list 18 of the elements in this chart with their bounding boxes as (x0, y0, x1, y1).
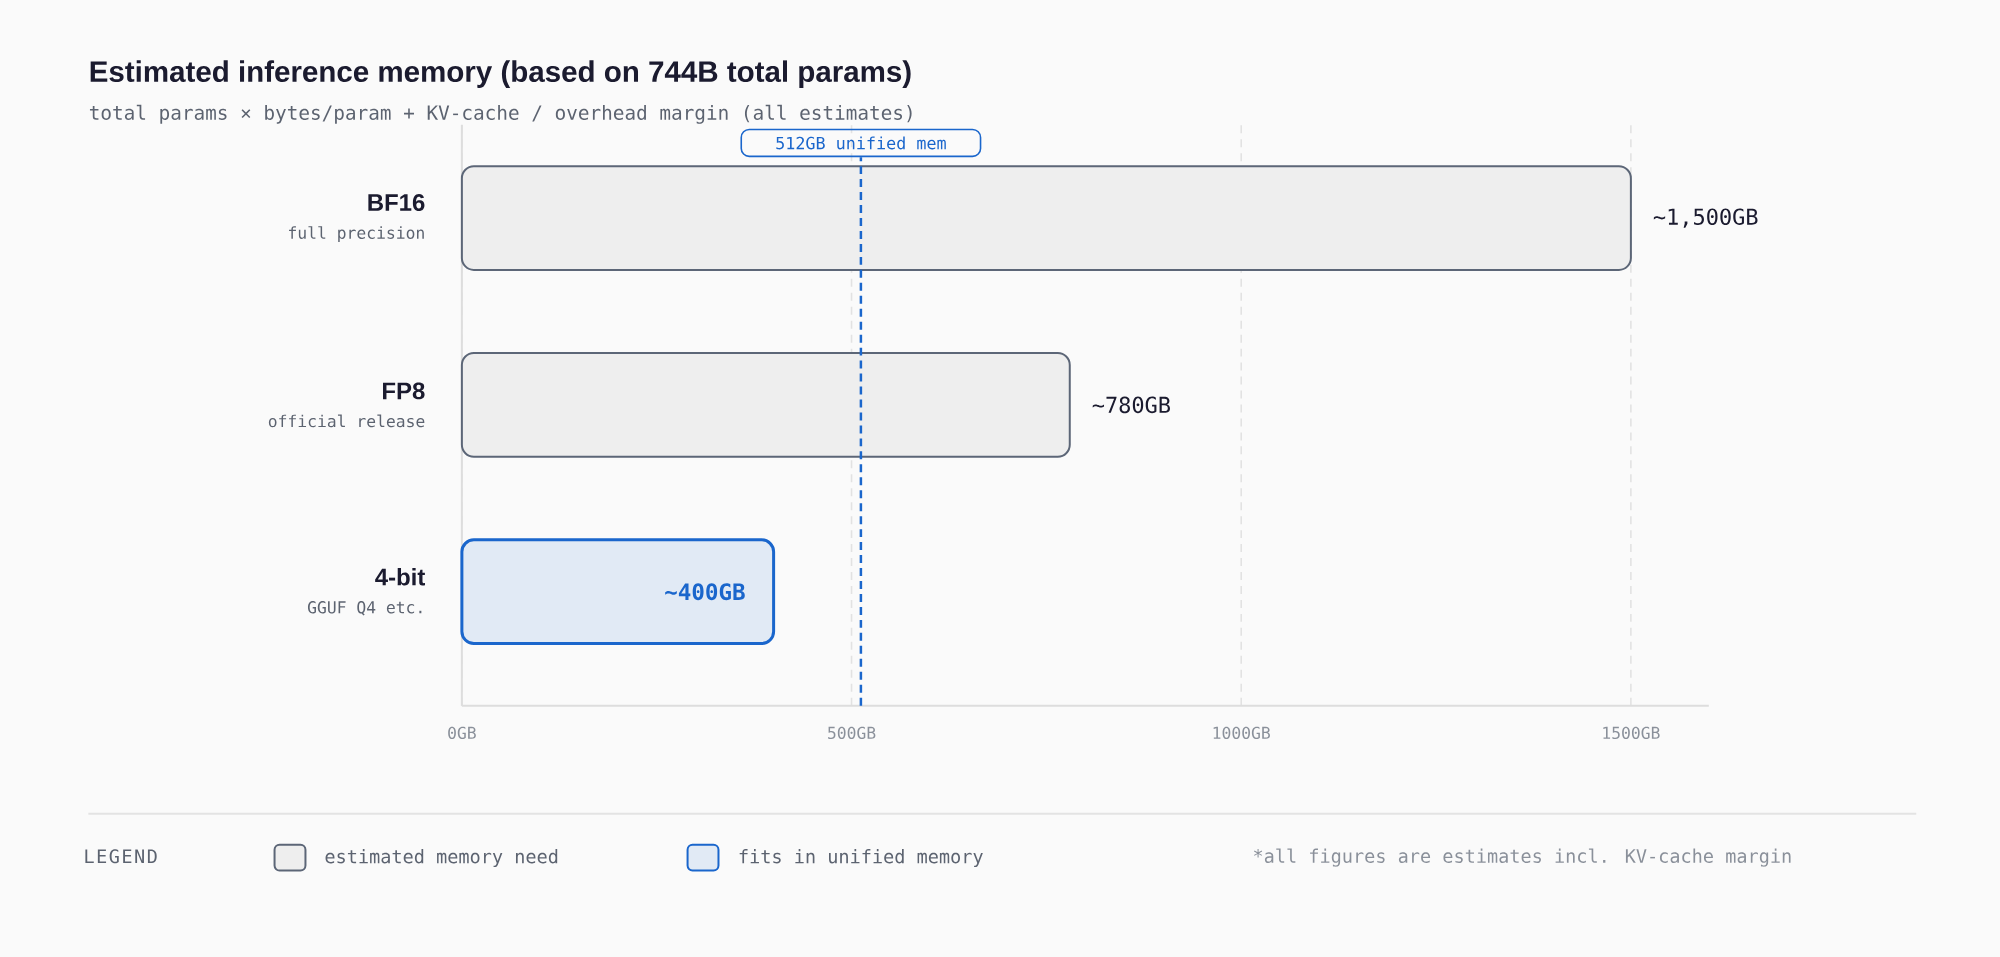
bar (460, 538, 776, 645)
legend-label: estimated memory need (325, 848, 558, 867)
x-tick-label: 0GB (448, 726, 476, 739)
y-tick-label: 4-bit GGUF Q4 etc. (307, 567, 426, 616)
data-label: ~1,500GB (1653, 208, 1758, 228)
x-tick-label: 1000GB (1213, 726, 1270, 739)
ref-line-label: 512GB unified mem (776, 136, 946, 150)
legend-title: LEGEND (85, 849, 157, 864)
chart-subtitle: total params × bytes/param + KV-cache / overhead margin (all estimates) (89, 104, 912, 124)
text: *all figures are estimates incl. KV-cache margin (1254, 848, 1791, 867)
y-tick-label: BF16 full precision (289, 193, 425, 242)
data-label: ~400GB (665, 583, 745, 601)
legend-label: fits in unified memory (739, 848, 983, 867)
data-label: ~780GB (1092, 396, 1170, 413)
chart-title: Estimated inference memory (based on 744B total params) (90, 60, 911, 88)
x-tick-label: 500GB (828, 726, 876, 739)
y-tick-label: FP8 official release (268, 382, 425, 428)
x-tick-label: 1500GB (1603, 726, 1660, 739)
